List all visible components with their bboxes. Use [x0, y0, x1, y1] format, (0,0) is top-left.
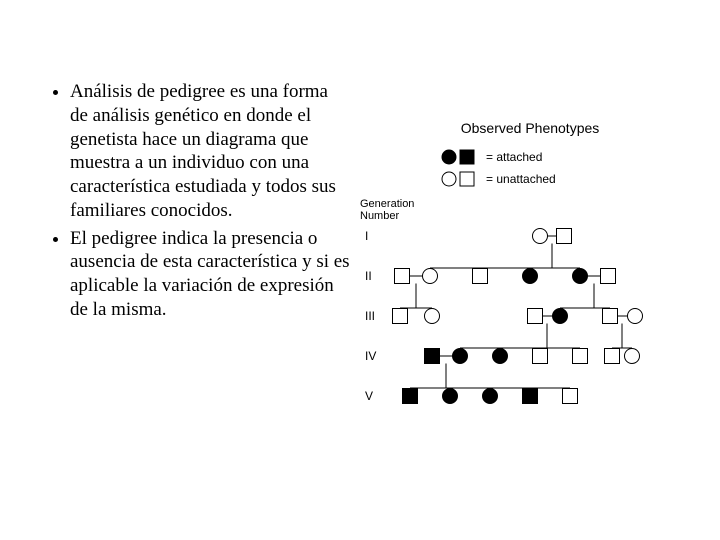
pedigree-chart: IIIIIIIVV	[360, 226, 660, 426]
svg-text:IV: IV	[365, 349, 376, 363]
legend-label: = attached	[486, 150, 542, 164]
bullet-item: El pedigree indica la presencia o ausenc…	[70, 227, 350, 322]
legend-row-unattached: = unattached	[440, 170, 700, 188]
legend-attached-icon	[440, 148, 480, 166]
svg-text:II: II	[365, 269, 372, 283]
diagram-title: Observed Phenotypes	[360, 120, 700, 136]
svg-text:V: V	[365, 389, 373, 403]
legend-label: = unattached	[486, 172, 556, 186]
legend-unattached-icon	[440, 170, 480, 188]
generation-label: Generation Number	[360, 198, 700, 222]
svg-text:III: III	[365, 309, 375, 323]
text-column: Análisis de pedigree es una forma de aná…	[50, 80, 350, 326]
legend-row-attached: = attached	[440, 148, 700, 166]
legend: = attached = unattached	[440, 148, 700, 188]
svg-text:I: I	[365, 229, 368, 243]
pedigree-diagram: Observed Phenotypes = attached = unattac…	[360, 120, 700, 426]
bullet-list: Análisis de pedigree es una forma de aná…	[50, 80, 350, 322]
bullet-item: Análisis de pedigree es una forma de aná…	[70, 80, 350, 223]
